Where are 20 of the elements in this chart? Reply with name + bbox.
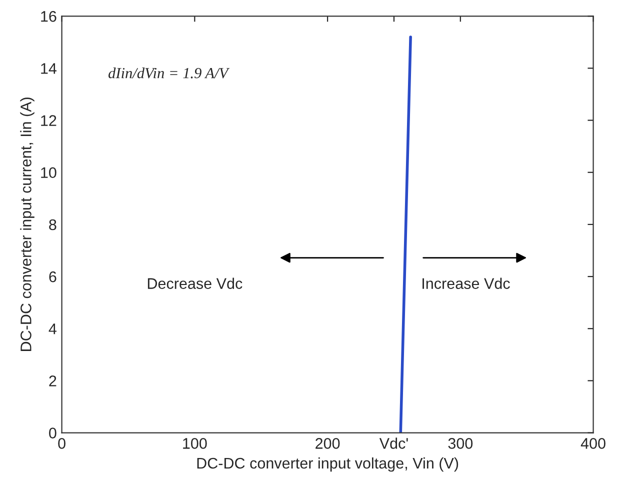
x-tick-label: 200 <box>316 438 340 449</box>
annotation: Increase Vdc <box>422 278 510 289</box>
y-tick-label: 4 <box>48 324 56 334</box>
y-tick-label: 0 <box>49 428 56 438</box>
x-tick-label: 400 <box>580 438 606 449</box>
y-tick-label: 12 <box>41 115 56 126</box>
x-tick-label: Vdc' <box>379 438 408 449</box>
y-tick-label: 14 <box>41 63 56 74</box>
x-tick-label: 300 <box>448 438 473 449</box>
x-axis-title: DC-DC converter input voltage, Vin (V) <box>197 457 458 472</box>
y-tick-label: 16 <box>41 11 56 22</box>
x-tick-label: 100 <box>183 438 207 449</box>
y-tick-label: 2 <box>49 376 56 386</box>
y-tick-label: 10 <box>41 167 56 178</box>
y-tick-label: 6 <box>49 271 56 282</box>
y-tick-label: 8 <box>49 219 56 230</box>
annotation: dIin/dVin = 1.9 A/V <box>108 68 230 78</box>
y-axis-title: DC-DC converter input current, Iin (A) <box>20 98 34 351</box>
x-tick-label: 0 <box>58 438 66 449</box>
annotation: Decrease Vdc <box>148 278 242 289</box>
